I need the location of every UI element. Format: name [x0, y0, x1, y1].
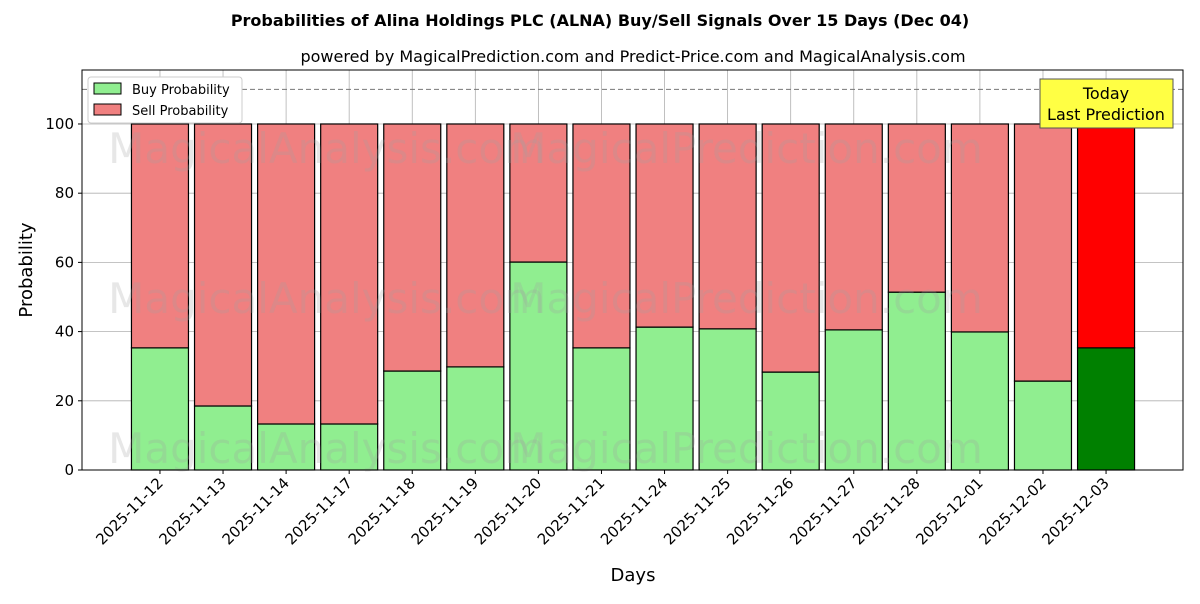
- buy-bar-2025-11-14: [257, 423, 316, 471]
- x-tick-label: 2025-11-19: [408, 474, 482, 548]
- x-tick-label: 2025-11-26: [723, 474, 797, 548]
- buy-bar-2025-12-03: [1076, 347, 1136, 471]
- x-tick-label: 2025-11-21: [534, 474, 608, 548]
- x-tick-label: 2025-12-01: [912, 474, 986, 548]
- y-tick-label: 20: [55, 392, 74, 410]
- watermark: MagicalAnalysis.com: [108, 424, 545, 473]
- watermark: MagicalPrediction.com: [510, 274, 983, 323]
- plot-frame: [81, 69, 1184, 471]
- buy-bar-2025-11-13: [193, 405, 253, 471]
- buy-bar-2025-11-25: [698, 328, 757, 471]
- x-tick-label: 2025-11-20: [471, 474, 545, 548]
- y-tick-label: 100: [45, 115, 74, 133]
- sell-bar-2025-11-18: [383, 123, 442, 372]
- y-tick-label: 40: [55, 323, 74, 341]
- sell-bar-2025-11-27: [824, 123, 883, 331]
- x-tick-label: 2025-11-25: [660, 474, 734, 548]
- annotation-line2: Last Prediction: [1047, 105, 1165, 124]
- x-tick-label: 2025-11-17: [282, 474, 356, 548]
- sell-bar-2025-11-19: [446, 123, 505, 368]
- sell-bar-2025-11-20: [509, 123, 568, 263]
- buy-bar-2025-11-21: [572, 347, 631, 471]
- y-axis-label: Probability: [16, 222, 37, 317]
- x-tick-label: 2025-11-12: [92, 474, 166, 548]
- sell-bar-2025-11-26: [761, 123, 820, 373]
- legend-swatch-sell: [93, 103, 122, 116]
- sell-bar-2025-11-17: [320, 123, 379, 425]
- buy-bar-2025-11-18: [383, 370, 442, 471]
- buy-bar-2025-11-28: [887, 291, 946, 471]
- y-tick-label: 0: [64, 461, 74, 479]
- sell-bar-2025-12-01: [950, 123, 1010, 333]
- legend-swatch-buy: [93, 82, 122, 95]
- buy-bar-2025-12-02: [1013, 380, 1073, 471]
- chart-subtitle: powered by MagicalPrediction.com and Pre…: [300, 47, 965, 66]
- x-tick-label: 2025-11-27: [786, 474, 860, 548]
- sell-bar-2025-11-25: [698, 123, 757, 330]
- x-tick-label: 2025-11-24: [597, 474, 671, 548]
- x-tick-label: 2025-11-13: [155, 474, 229, 548]
- x-axis-label: Days: [611, 565, 656, 586]
- y-tick-label: 60: [55, 253, 74, 271]
- sell-bar-2025-11-13: [193, 123, 253, 407]
- sell-bar-2025-11-28: [887, 123, 946, 293]
- y-tick-label: 80: [55, 184, 74, 202]
- buy-bar-2025-11-26: [761, 371, 820, 471]
- buy-bar-2025-11-19: [446, 366, 505, 471]
- x-tick-label: 2025-12-02: [975, 474, 1049, 548]
- buy-bar-2025-11-27: [824, 329, 883, 471]
- sell-bar-2025-12-02: [1013, 123, 1073, 382]
- legend-label-buy: Buy Probability: [132, 83, 230, 98]
- legend: Buy Probability Sell Probability: [87, 76, 243, 124]
- x-tick-label: 2025-11-14: [219, 474, 293, 548]
- annotation-line1: Today: [1082, 84, 1129, 103]
- sell-bar-2025-11-21: [572, 123, 631, 349]
- x-tick-label: 2025-12-03: [1039, 474, 1113, 548]
- sell-bar-2025-11-24: [635, 123, 694, 328]
- watermark: MagicalAnalysis.com: [108, 274, 545, 323]
- x-tick-label: 2025-11-18: [345, 474, 419, 548]
- x-tick-label: 2025-11-28: [849, 474, 923, 548]
- sell-bar-2025-12-03: [1076, 123, 1136, 349]
- watermark: MagicalPrediction.com: [510, 124, 983, 173]
- watermark: MagicalPrediction.com: [510, 424, 983, 473]
- sell-bar-2025-11-12: [130, 123, 190, 349]
- buy-bar-2025-11-24: [635, 326, 694, 471]
- today-annotation: Today Last Prediction: [1039, 78, 1174, 129]
- chart-title: Probabilities of Alina Holdings PLC (ALN…: [231, 11, 969, 30]
- buy-bar-2025-11-20: [509, 261, 568, 471]
- sell-bar-2025-11-14: [257, 123, 316, 425]
- watermark: MagicalAnalysis.com: [108, 124, 545, 173]
- legend-label-sell: Sell Probability: [132, 104, 229, 119]
